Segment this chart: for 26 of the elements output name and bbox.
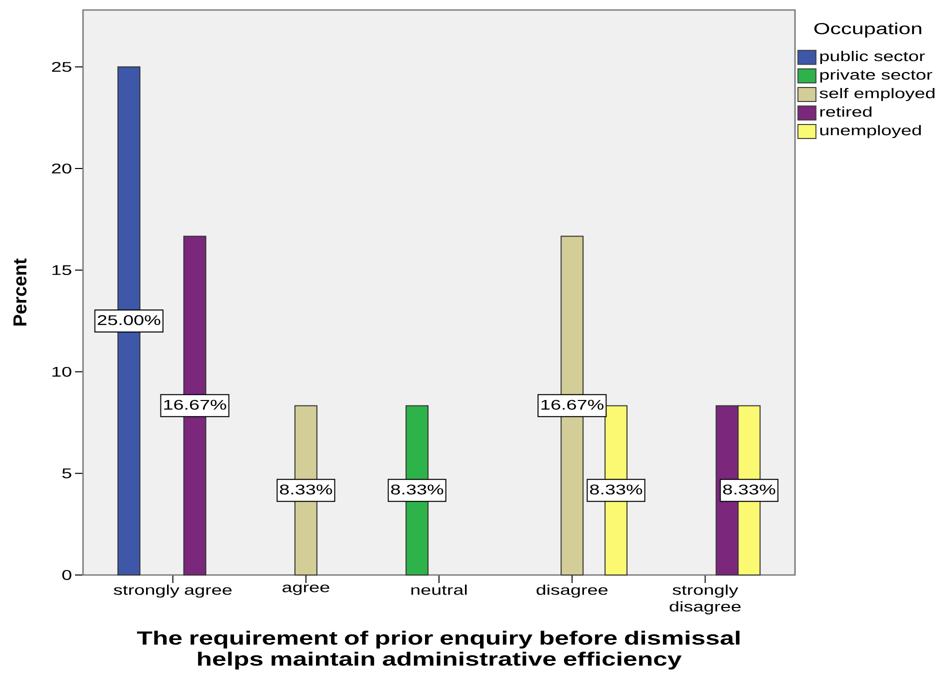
legend-label: self employed [820,88,934,102]
data-label: 25.00% [98,315,160,326]
x-tick-label: strongly agree [114,584,232,598]
legend-title: Occupation [814,22,922,38]
x-tick-label: agree [282,584,330,596]
data-label: 16.67% [164,400,226,410]
y-axis-title: Percent [13,258,27,326]
x-tick-label: strongly disagree [670,584,741,614]
x-tick-label: disagree [536,584,608,598]
legend-label: private sector [820,69,932,82]
y-tick-label: 10 [52,366,72,377]
data-label: 8.33% [723,484,776,494]
data-label: 8.33% [590,484,642,494]
data-label: 8.33% [391,484,444,494]
x-tick-label: neutral [411,584,467,595]
y-tick-label: 0 [62,570,72,580]
y-tick-label: 5 [62,468,72,478]
legend-label: retired [820,106,872,117]
data-label: 8.33% [280,484,332,494]
y-tick-label: 20 [52,164,72,174]
x-axis-title: The requirement of prior enquiry before dismissal helps maintain administrative efficiency [137,630,740,670]
y-tick-label: 25 [52,62,72,72]
y-tick-label: 15 [52,265,72,276]
legend-label: public sector [820,50,925,64]
legend-label: unemployed [820,125,921,138]
data-label: 16.67% [541,400,604,410]
